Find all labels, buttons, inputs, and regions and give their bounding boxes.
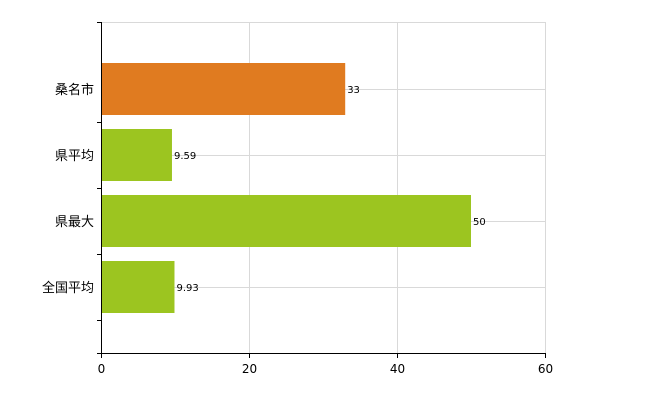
category-label-3: 全国平均 xyxy=(42,280,94,296)
value-label-1: 9.59 xyxy=(174,151,196,162)
category-label-1: 県平均 xyxy=(55,149,94,164)
x-tick-label-0: 0 xyxy=(98,362,106,376)
bar-2 xyxy=(101,195,471,247)
category-label-0: 桑名市 xyxy=(55,82,94,98)
value-label-0: 33 xyxy=(347,85,360,96)
x-tick-label-1: 20 xyxy=(242,362,257,376)
axes xyxy=(97,22,546,358)
x-tick-label-2: 40 xyxy=(390,362,405,376)
value-label-2: 50 xyxy=(473,217,486,228)
bars xyxy=(101,63,471,313)
value-label-3: 9.93 xyxy=(176,283,198,294)
bar-0 xyxy=(101,63,346,115)
x-tick-label-3: 60 xyxy=(538,362,553,376)
bar-3 xyxy=(101,261,175,313)
category-label-2: 県最大 xyxy=(55,215,94,230)
bar-1 xyxy=(101,129,172,181)
